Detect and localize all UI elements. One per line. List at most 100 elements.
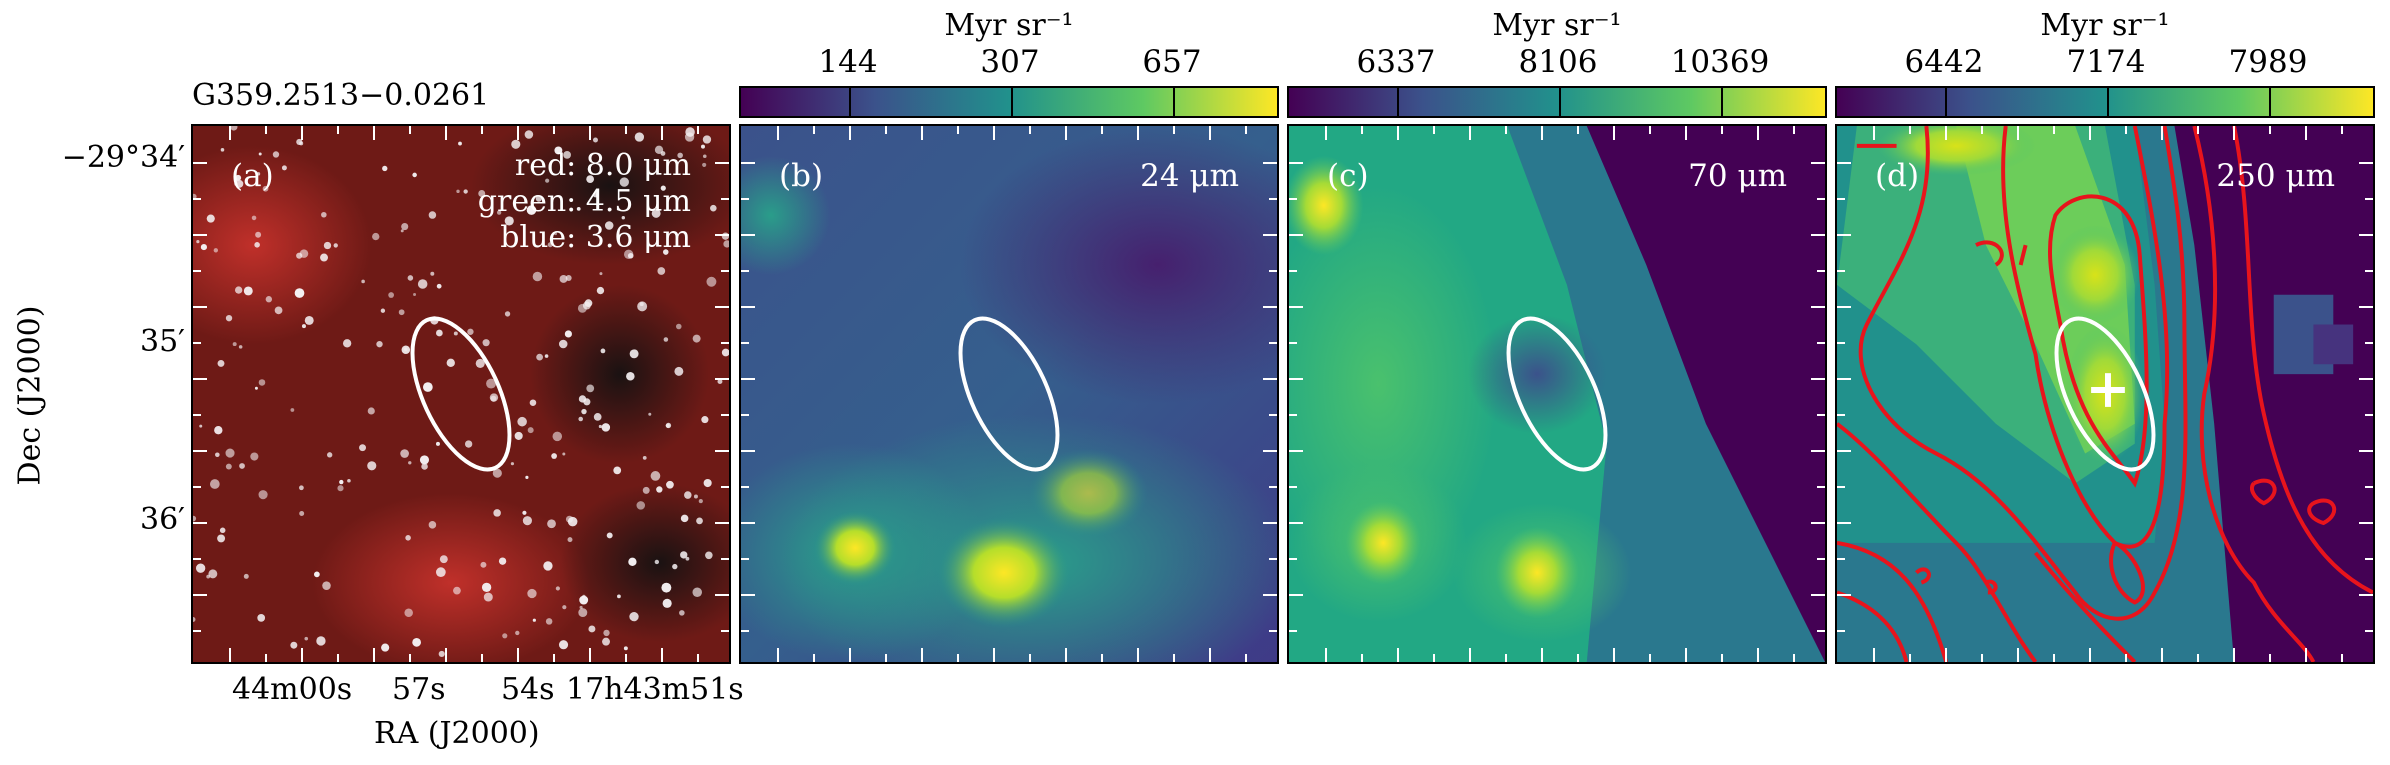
panel-label: (b) — [779, 158, 824, 194]
panel-d-250um-image: (d) 250 μm — [1835, 124, 2375, 664]
tick-mark — [1817, 630, 1825, 632]
x-tick-label: 17h43m51s — [566, 672, 744, 707]
tick-mark — [1837, 450, 1851, 452]
source-ellipse — [958, 316, 1060, 472]
tick-mark — [2365, 558, 2373, 560]
tick-mark — [337, 126, 339, 134]
colorbar-d — [1835, 86, 2375, 118]
24um-map — [741, 126, 1277, 662]
tick-mark — [481, 126, 483, 134]
tick-mark — [1289, 234, 1303, 236]
tick-mark — [1811, 162, 1825, 164]
x-axis-label: RA (J2000) — [374, 716, 540, 751]
tick-mark — [1811, 594, 1825, 596]
tick-mark — [625, 654, 627, 662]
colorbar-title: Myr sr⁻¹ — [2040, 8, 2170, 43]
tick-mark — [2125, 654, 2127, 662]
tick-mark — [741, 342, 749, 344]
tick-mark — [1209, 648, 1211, 662]
tick-mark — [301, 126, 303, 140]
source-ellipse — [2054, 316, 2156, 472]
tick-mark — [1263, 450, 1277, 452]
tick-mark — [1837, 342, 1845, 344]
tick-mark — [1325, 126, 1327, 140]
tick-mark — [2359, 594, 2373, 596]
tick-mark — [1817, 270, 1825, 272]
tick-mark — [1837, 234, 1851, 236]
tick-mark — [553, 654, 555, 662]
tick-mark — [721, 414, 729, 416]
tick-mark — [993, 648, 995, 662]
tick-mark — [661, 126, 663, 140]
tick-mark — [661, 648, 663, 662]
tick-mark — [1101, 654, 1103, 662]
tick-mark — [1793, 126, 1795, 134]
tick-mark — [1837, 198, 1845, 200]
colorbar-b — [739, 86, 1279, 118]
tick-mark — [229, 648, 231, 662]
wavelength-label: 70 μm — [1688, 158, 1787, 194]
tick-mark — [2089, 126, 2091, 140]
tick-mark — [993, 126, 995, 140]
tick-mark — [2365, 198, 2373, 200]
rgb-red-label: red: 8.0 μm — [514, 148, 691, 183]
tick-mark — [1817, 414, 1825, 416]
tick-mark — [1649, 654, 1651, 662]
tick-mark — [2197, 126, 2199, 134]
tick-mark — [2305, 126, 2307, 140]
250um-map — [1837, 126, 2373, 662]
tick-mark — [1909, 654, 1911, 662]
tick-mark — [921, 648, 923, 662]
tick-mark — [1469, 126, 1471, 140]
tick-mark — [1397, 648, 1399, 662]
tick-mark — [2269, 654, 2271, 662]
peak-cross-marker — [2091, 373, 2125, 407]
tick-mark — [1837, 486, 1845, 488]
colorbar-tick: 8106 — [1518, 44, 1598, 80]
tick-mark — [1793, 654, 1795, 662]
tick-mark — [2233, 648, 2235, 662]
tick-mark — [1721, 654, 1723, 662]
tick-mark — [1577, 654, 1579, 662]
source-name: G359.2513−0.0261 — [192, 78, 490, 113]
tick-mark — [1289, 342, 1297, 344]
tick-mark — [193, 414, 201, 416]
tick-mark — [2365, 630, 2373, 632]
tick-mark — [265, 126, 267, 134]
tick-mark — [1817, 198, 1825, 200]
tick-mark — [1289, 486, 1297, 488]
tick-mark — [445, 126, 447, 140]
wavelength-label: 250 μm — [2216, 158, 2335, 194]
tick-mark — [1101, 126, 1103, 134]
tick-mark — [1029, 126, 1031, 134]
tick-mark — [193, 270, 201, 272]
tick-mark — [721, 630, 729, 632]
panel-label: (d) — [1875, 158, 1920, 194]
tick-mark — [625, 126, 627, 134]
x-tick-label: 54s — [501, 672, 555, 707]
tick-mark — [715, 522, 729, 524]
y-axis-label: Dec (J2000) — [12, 305, 48, 486]
source-ellipse — [410, 316, 512, 472]
tick-mark — [721, 270, 729, 272]
tick-mark — [1817, 486, 1825, 488]
tick-mark — [553, 126, 555, 134]
tick-mark — [2359, 306, 2373, 308]
panel-label: (c) — [1327, 158, 1369, 194]
tick-mark — [193, 522, 207, 524]
tick-mark — [1263, 234, 1277, 236]
tick-mark — [2305, 648, 2307, 662]
tick-mark — [741, 450, 755, 452]
tick-mark — [193, 306, 207, 308]
tick-mark — [741, 630, 749, 632]
tick-mark — [1289, 306, 1303, 308]
tick-mark — [741, 558, 749, 560]
tick-mark — [1263, 378, 1277, 380]
tick-mark — [373, 126, 375, 140]
tick-mark — [2365, 486, 2373, 488]
tick-mark — [193, 630, 201, 632]
colorbar-tick: 7989 — [2228, 44, 2308, 80]
tick-mark — [1269, 270, 1277, 272]
tick-mark — [1505, 654, 1507, 662]
tick-mark — [517, 126, 519, 140]
